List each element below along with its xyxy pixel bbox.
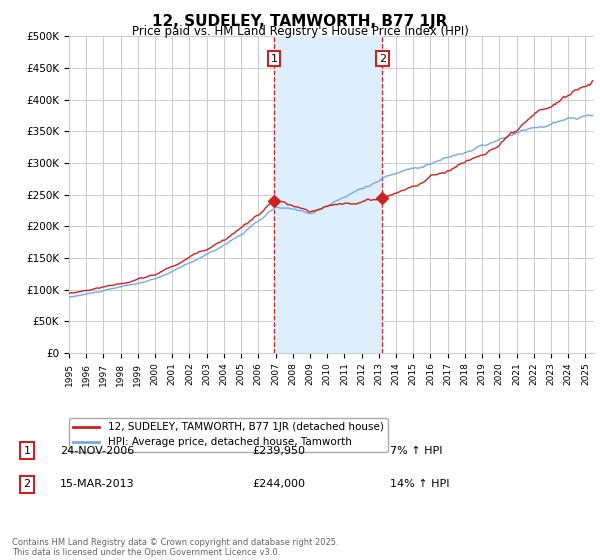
Text: 14% ↑ HPI: 14% ↑ HPI [390, 479, 449, 489]
Text: 7% ↑ HPI: 7% ↑ HPI [390, 446, 443, 456]
Text: 24-NOV-2006: 24-NOV-2006 [60, 446, 134, 456]
Text: Contains HM Land Registry data © Crown copyright and database right 2025.
This d: Contains HM Land Registry data © Crown c… [12, 538, 338, 557]
Legend: 12, SUDELEY, TAMWORTH, B77 1JR (detached house), HPI: Average price, detached ho: 12, SUDELEY, TAMWORTH, B77 1JR (detached… [69, 418, 388, 452]
Text: £244,000: £244,000 [252, 479, 305, 489]
Text: 1: 1 [271, 54, 277, 63]
Text: 2: 2 [379, 54, 386, 63]
Text: £239,950: £239,950 [252, 446, 305, 456]
Text: 2: 2 [23, 479, 31, 489]
Text: 12, SUDELEY, TAMWORTH, B77 1JR: 12, SUDELEY, TAMWORTH, B77 1JR [152, 14, 448, 29]
Text: 1: 1 [23, 446, 31, 456]
Text: Price paid vs. HM Land Registry's House Price Index (HPI): Price paid vs. HM Land Registry's House … [131, 25, 469, 38]
Text: 15-MAR-2013: 15-MAR-2013 [60, 479, 134, 489]
Bar [274, 36, 382, 353]
